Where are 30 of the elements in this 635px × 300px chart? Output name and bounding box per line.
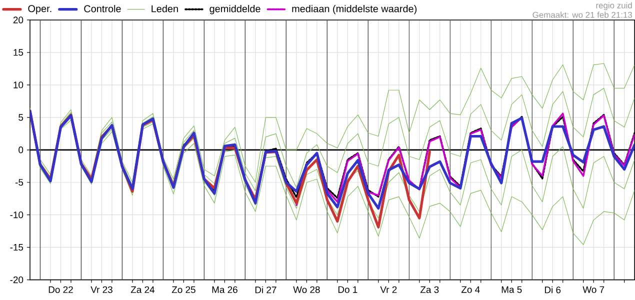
legend-label: Leden bbox=[152, 5, 178, 12]
y-tick-label: 10 bbox=[14, 82, 24, 88]
y-tick-label: -15 bbox=[10, 244, 24, 251]
x-tick-label: Vr 23 bbox=[90, 286, 112, 294]
x-tick-label: Wo 28 bbox=[293, 286, 320, 294]
x-tick-label: Za 24 bbox=[130, 286, 155, 294]
x-tick-label: Do 22 bbox=[48, 286, 73, 294]
y-tick-label: 15 bbox=[14, 49, 24, 56]
x-tick-label: Zo 4 bbox=[461, 286, 480, 294]
x-tick-label: Do 1 bbox=[338, 286, 358, 294]
legend-label: Controle bbox=[84, 5, 121, 12]
y-tick-label: 5 bbox=[18, 114, 24, 121]
text: regio zuid bbox=[596, 2, 632, 10]
legend-label: gemiddelde bbox=[210, 5, 260, 14]
x-tick-label: Ma 26 bbox=[212, 286, 238, 294]
x-tick-label: Di 27 bbox=[255, 286, 276, 294]
y-tick-label: -20 bbox=[10, 276, 24, 284]
y-tick-label: -10 bbox=[10, 212, 24, 218]
y-tick-label: -5 bbox=[15, 179, 24, 186]
x-tick-label: Zo 25 bbox=[172, 286, 196, 294]
x-tick-label: Za 3 bbox=[420, 286, 439, 294]
x-tick-label: Ma 5 bbox=[502, 286, 522, 294]
x-tick-label: Di 6 bbox=[544, 286, 561, 294]
legend-label: mediaan (middelste waarde) bbox=[292, 5, 417, 14]
x-tick-label: Vr 2 bbox=[380, 286, 397, 294]
text: Gemaakt: wo 21 feb 21:13 bbox=[532, 12, 632, 18]
y-tick-label: 0 bbox=[18, 146, 24, 154]
x-tick-label: Wo 7 bbox=[582, 286, 604, 294]
y-tick-label: 20 bbox=[13, 16, 24, 24]
legend-label: Oper. bbox=[28, 5, 52, 14]
